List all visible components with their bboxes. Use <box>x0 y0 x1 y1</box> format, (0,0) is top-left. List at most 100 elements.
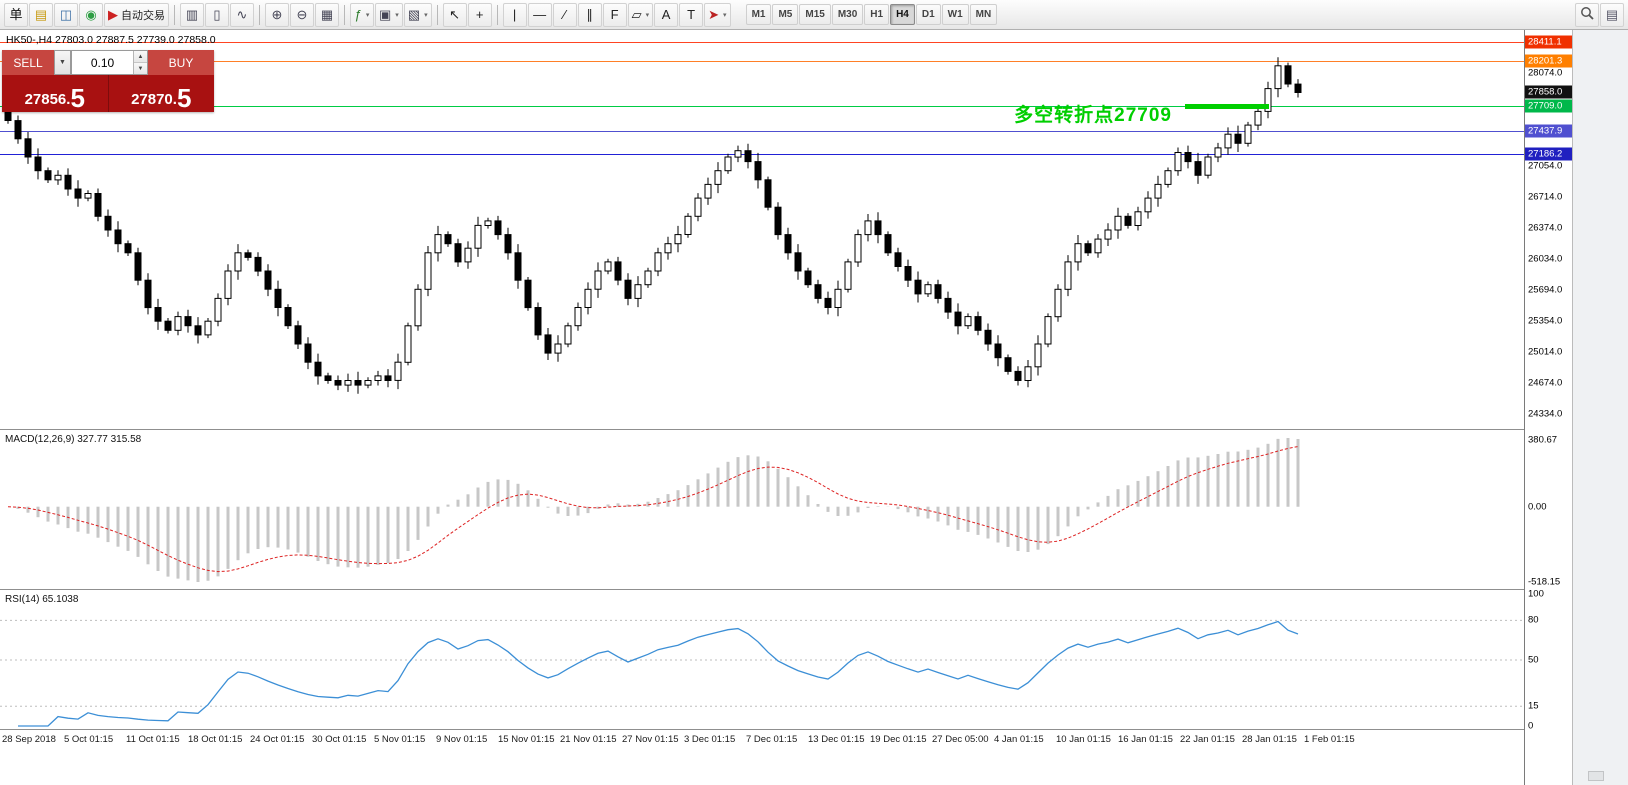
price-tag: 28201.3 <box>1525 54 1572 68</box>
sell-button[interactable]: SELL <box>2 50 54 75</box>
time-axis-label: 27 Dec 05:00 <box>932 734 989 745</box>
buy-price-main: 27870. <box>131 91 177 108</box>
price-axis-label: 24334.0 <box>1528 408 1563 420</box>
sell-price-display[interactable]: 27856. 5 <box>2 75 108 112</box>
horizontal-line-object[interactable] <box>0 154 1524 155</box>
horizontal-line-object[interactable] <box>0 61 1524 62</box>
time-axis-label: 4 Jan 01:15 <box>994 734 1044 745</box>
pivot-annotation-line[interactable] <box>1185 104 1269 109</box>
indicators-button[interactable]: ƒ ▾ <box>350 2 374 27</box>
time-axis-label: 13 Dec 01:15 <box>808 734 865 745</box>
timeframe-d1-button[interactable]: D1 <box>915 4 941 25</box>
buy-button[interactable]: BUY <box>148 50 214 75</box>
time-axis-label: 28 Sep 2018 <box>2 734 56 745</box>
toolbar-right-group: ▤ <box>1575 2 1624 27</box>
channel-icon: ∥ <box>586 7 593 22</box>
time-axis-label: 5 Nov 01:15 <box>374 734 426 745</box>
time-axis-label: 1 Feb 01:15 <box>1304 734 1355 745</box>
crosshair-icon: + <box>475 7 484 22</box>
price-axis-label: 26034.0 <box>1528 253 1563 265</box>
templates-button[interactable]: ▧ ▾ <box>403 2 432 27</box>
time-axis-label: 28 Jan 01:15 <box>1242 734 1297 745</box>
search-icon <box>1580 6 1594 23</box>
arrows-icon: ➤ <box>708 7 720 22</box>
main-chart-panel[interactable]: HK50-,H4 27803.0 27887.5 27739.0 27858.0… <box>0 30 1524 430</box>
time-axis-label: 18 Oct 01:15 <box>188 734 243 745</box>
right-margin-panel <box>1572 30 1628 785</box>
horizontal-line-object[interactable] <box>0 42 1524 43</box>
price-axis-label: 24674.0 <box>1528 377 1563 389</box>
rsi-axis-label: 50 <box>1528 654 1539 666</box>
zoom-out-icon: ⊖ <box>296 7 308 22</box>
horizontal-line-object[interactable] <box>0 131 1524 132</box>
grid-button[interactable]: ▦ <box>315 2 339 27</box>
volume-decrease-button[interactable]: ▼ <box>134 63 147 74</box>
timeframe-m15-button[interactable]: M15 <box>799 4 831 25</box>
shapes-icon: ▱ <box>631 7 642 22</box>
new-order-button[interactable]: 单 <box>4 2 28 27</box>
macd-plot <box>7 438 1300 582</box>
time-axis-label: 9 Nov 01:15 <box>436 734 488 745</box>
rsi-plot <box>0 619 1524 727</box>
chart-title: HK50-,H4 27803.0 27887.5 27739.0 27858.0 <box>6 34 216 46</box>
candlestick-chart-button[interactable]: ▯ <box>205 2 229 27</box>
trendline-icon: ∕ <box>563 7 566 22</box>
autotrade-label: 自动交易 <box>121 9 165 22</box>
panels-button[interactable]: ▤ <box>1600 2 1624 27</box>
timeframe-h1-button[interactable]: H1 <box>864 4 890 25</box>
vertical-line-button[interactable]: | <box>502 2 527 27</box>
volume-dropdown-button[interactable]: ▼ <box>54 50 71 75</box>
price-axis-label: 26374.0 <box>1528 222 1563 234</box>
trendline-button[interactable]: ∕ <box>552 2 577 27</box>
time-axis[interactable]: 28 Sep 2018 5 Oct 01:15 11 Oct 01:15 18 Oct… <box>0 730 1524 750</box>
volume-increase-button[interactable]: ▲ <box>134 51 147 63</box>
text-button[interactable]: A <box>654 2 679 27</box>
fibonacci-button[interactable]: F <box>602 2 627 27</box>
info-button[interactable]: ◉ <box>79 2 103 27</box>
timeframe-h4-button[interactable]: H4 <box>890 4 915 25</box>
timeframe-w1-button[interactable]: W1 <box>941 4 969 25</box>
macd-panel[interactable]: MACD(12,26,9) 327.77 315.58 <box>0 430 1524 590</box>
volume-input[interactable] <box>72 51 133 74</box>
line-chart-button[interactable]: ∿ <box>230 2 254 27</box>
rsi-panel[interactable]: RSI(14) 65.1038 <box>0 590 1524 730</box>
time-axis-label: 7 Dec 01:15 <box>746 734 798 745</box>
cursor-icon: ↖ <box>449 7 461 22</box>
arrows-button[interactable]: ➤ ▾ <box>704 2 731 27</box>
periods-button[interactable]: ▣ ▾ <box>375 2 403 27</box>
autotrade-button[interactable]: ▶ 自动交易 <box>104 2 169 27</box>
time-axis-label: 30 Oct 01:15 <box>312 734 367 745</box>
crosshair-button[interactable]: + <box>467 2 492 27</box>
indicators-icon: ƒ <box>354 7 362 22</box>
horizontal-line-button[interactable]: — <box>527 2 552 27</box>
channel-button[interactable]: ∥ <box>577 2 602 27</box>
zoom-out-button[interactable]: ⊖ <box>290 2 314 27</box>
toolbar-separator <box>436 4 438 25</box>
toolbar-separator <box>174 4 175 25</box>
search-button[interactable] <box>1575 2 1599 27</box>
price-tag: 28411.1 <box>1525 35 1572 49</box>
zoom-in-button[interactable]: ⊕ <box>265 2 289 27</box>
zoom-in-icon: ⊕ <box>271 7 283 22</box>
time-axis-label: 22 Jan 01:15 <box>1180 734 1235 745</box>
macd-axis-label: 0.00 <box>1528 501 1547 513</box>
timeframe-mn-button[interactable]: MN <box>969 4 998 25</box>
timeframe-m5-button[interactable]: M5 <box>772 4 799 25</box>
grid-icon: ▦ <box>320 7 334 22</box>
bar-chart-button[interactable]: ▥ <box>180 2 204 27</box>
timeframe-m30-button[interactable]: M30 <box>831 4 864 25</box>
price-axis[interactable]: 28074.0 27054.0 26714.0 26374.0 26034.0 25694… <box>1524 30 1572 785</box>
shapes-button[interactable]: ▱ ▾ <box>627 2 654 27</box>
time-axis-label: 10 Jan 01:15 <box>1056 734 1111 745</box>
horizontal-line-icon: — <box>533 7 547 22</box>
cursor-button[interactable]: ↖ <box>442 2 467 27</box>
chart-window-button[interactable]: ◫ <box>54 2 78 27</box>
sell-price-pip: 5 <box>70 82 85 113</box>
timeframe-m1-button[interactable]: M1 <box>745 4 772 25</box>
buy-price-display[interactable]: 27870. 5 <box>107 75 214 112</box>
profiles-button[interactable]: ▤ <box>29 2 53 27</box>
pivot-annotation-text[interactable]: 多空转折点27709 <box>1014 105 1172 126</box>
line-chart-icon: ∿ <box>236 7 248 22</box>
label-button[interactable]: T <box>679 2 704 27</box>
horizontal-line-object[interactable] <box>0 106 1524 107</box>
